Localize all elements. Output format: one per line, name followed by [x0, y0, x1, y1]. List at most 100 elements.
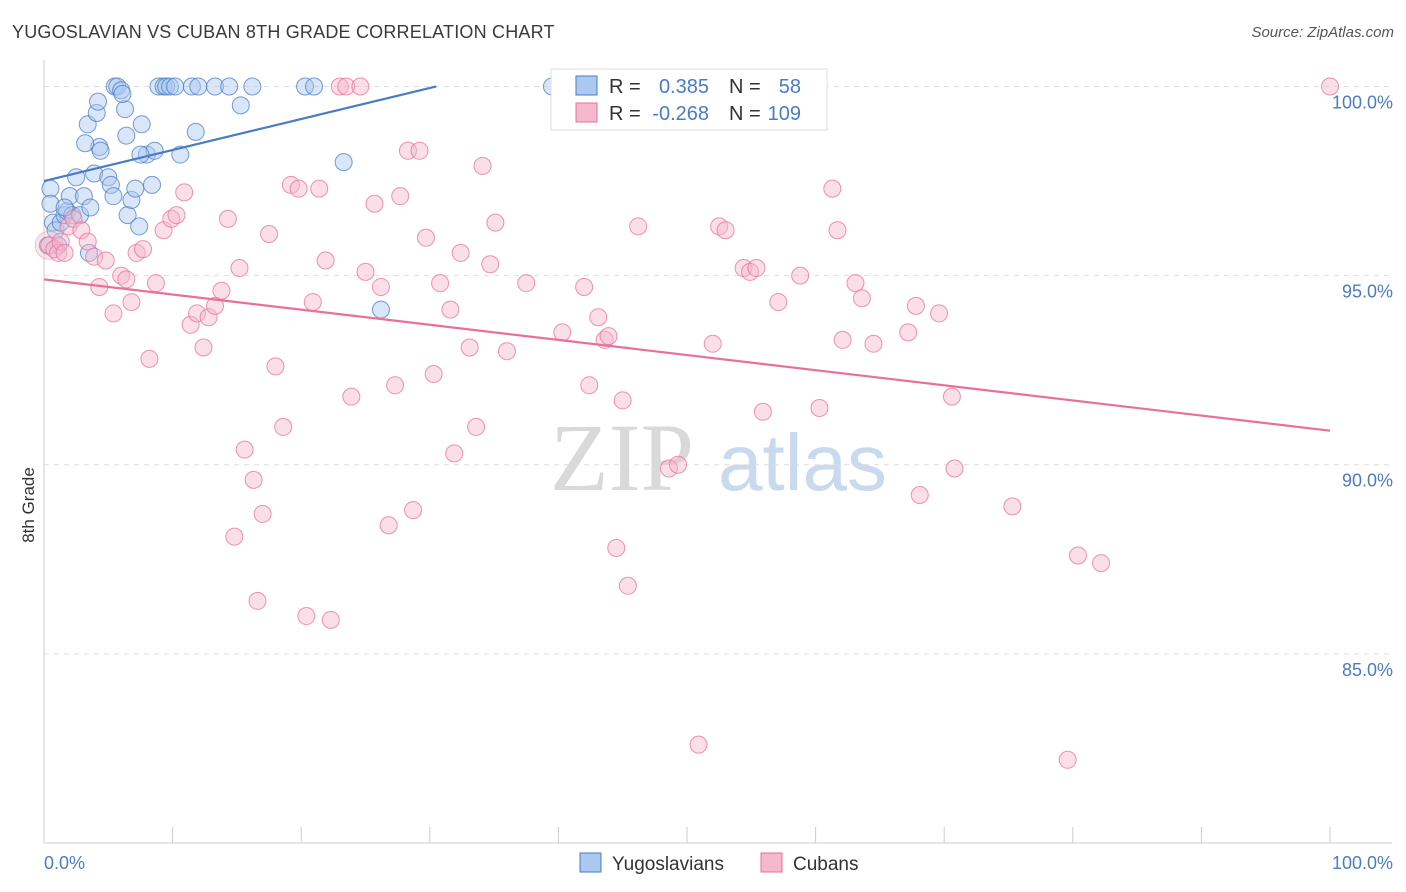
cuban-point	[575, 277, 594, 296]
cuban-point	[72, 221, 91, 240]
cuban-point	[310, 179, 329, 198]
cuban-point	[330, 77, 349, 96]
cuban-point	[134, 240, 153, 259]
cuban-point	[517, 274, 536, 293]
cuban-point	[140, 349, 159, 368]
yugoslavian-point	[305, 77, 324, 96]
yugoslavian-point	[116, 100, 135, 119]
cuban-point	[351, 77, 370, 96]
gridlines	[44, 85, 1392, 655]
cuban-point	[218, 209, 237, 228]
cuban-point	[899, 323, 918, 342]
source-label: Source: ZipAtlas.com	[1251, 24, 1394, 41]
yugoslavian-point	[76, 134, 95, 153]
watermark-zip: ZIP	[550, 404, 694, 511]
yugoslavian-point	[132, 115, 151, 134]
cuban-point	[769, 293, 788, 312]
cuban-point	[342, 387, 361, 406]
legend-n-label-2: N =	[729, 103, 761, 125]
chart-title: YUGOSLAVIAN VS CUBAN 8TH GRADE CORRELATI…	[12, 22, 555, 42]
cuban-point	[689, 735, 708, 754]
axes	[43, 60, 1392, 844]
yugoslavian-point	[41, 179, 60, 198]
cuban-point	[253, 504, 272, 523]
cuban-point	[481, 255, 500, 274]
yugoslavian-trend-line	[43, 85, 437, 183]
cuban-point	[589, 308, 608, 327]
cuban-trend-line	[43, 278, 1331, 432]
cuban-point	[846, 274, 865, 293]
cuban-point	[852, 289, 871, 308]
yugoslavian-point	[60, 187, 79, 206]
cuban-point	[1068, 546, 1087, 565]
yugoslavian-point	[189, 77, 208, 96]
legend-n-value-1: 58	[779, 76, 801, 98]
yugoslavian-point	[130, 217, 149, 236]
cuban-point	[906, 296, 925, 315]
cuban-point	[1321, 77, 1339, 96]
cuban-point	[386, 376, 405, 395]
cuban-point	[451, 243, 470, 262]
cuban-point	[167, 206, 186, 225]
cuban-point	[316, 251, 335, 270]
cuban-point	[1092, 554, 1111, 573]
cubans-points	[34, 77, 1339, 769]
bottom-legend-blue-swatch	[579, 852, 602, 873]
cuban-point	[371, 277, 390, 296]
yugoslavian-point	[243, 77, 262, 96]
y-tick-label: 100.0%	[1332, 92, 1393, 112]
y-tick-label: 85.0%	[1342, 660, 1393, 680]
cuban-point	[828, 221, 847, 240]
cuban-point	[445, 444, 464, 463]
legend-r-value-2: -0.268	[652, 103, 709, 125]
cuban-point	[823, 179, 842, 198]
cuban-point	[337, 77, 356, 96]
yugoslavian-point	[371, 300, 390, 319]
cuban-point	[260, 225, 279, 243]
legend-blue-swatch	[575, 75, 598, 96]
cuban-point	[85, 247, 104, 266]
cuban-point	[404, 501, 423, 520]
legend-r-label-1: R =	[609, 76, 641, 98]
cuban-point	[175, 183, 194, 202]
cuban-point	[424, 364, 443, 383]
y-axis-label: 8th Grade	[19, 467, 38, 543]
yugoslavian-point	[334, 153, 353, 172]
cuban-point	[747, 259, 766, 278]
trend-lines	[43, 85, 1331, 432]
cuban-point	[410, 141, 429, 160]
yugoslavian-point	[89, 92, 108, 111]
cuban-point	[51, 232, 70, 251]
cuban-point	[1003, 497, 1022, 516]
cuban-point	[235, 440, 254, 459]
cuban-point	[225, 527, 244, 546]
yugoslavian-point	[87, 103, 106, 122]
y-tick-label: 95.0%	[1342, 282, 1393, 302]
cuban-point	[703, 334, 722, 353]
cuban-point	[297, 607, 316, 626]
yugoslavian-point	[91, 141, 110, 160]
cuban-point	[266, 357, 285, 376]
legend-n-value-2: 109	[768, 103, 801, 125]
yugoslavian-point	[296, 77, 315, 96]
yugoslavian-point	[157, 77, 176, 96]
cuban-point	[473, 156, 492, 175]
cuban-point	[668, 455, 687, 474]
cuban-point	[248, 591, 267, 610]
yugoslavian-point	[122, 190, 141, 209]
legend-n-label-1: N =	[729, 76, 761, 98]
cuban-point	[55, 243, 74, 262]
yugoslavians-points	[38, 77, 561, 319]
cuban-point	[599, 327, 618, 346]
yugoslavian-point	[113, 85, 132, 104]
series-legend: Yugoslavians Cubans	[579, 852, 859, 875]
stats-legend: R = 0.385 N = 58 R = -0.268 N = 109	[550, 68, 828, 131]
yugoslavian-point	[101, 175, 120, 194]
cuban-point	[104, 304, 123, 323]
yugoslavian-point	[220, 77, 239, 96]
tick-labels: 100.0% 95.0% 90.0% 85.0% 0.0% 100.0%	[44, 92, 1393, 873]
cuban-point	[942, 387, 961, 406]
cuban-point	[194, 338, 213, 357]
cuban-point	[613, 391, 632, 410]
